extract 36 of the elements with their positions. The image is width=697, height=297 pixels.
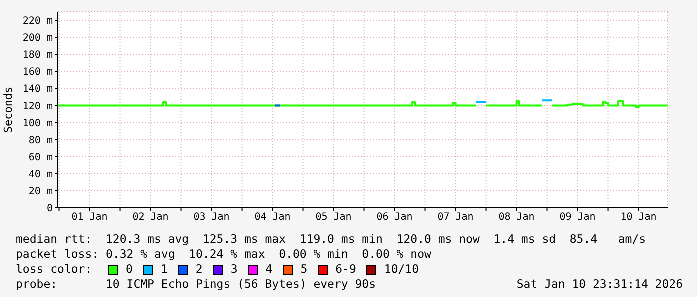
x-tick-label: 07 Jan xyxy=(438,212,474,224)
x-tick-label: 04 Jan xyxy=(254,212,291,224)
x-tick-label: 06 Jan xyxy=(376,212,413,224)
legend-title: loss color: xyxy=(16,262,94,277)
legend-label: 0 xyxy=(125,262,133,277)
y-tick-label: 20 m xyxy=(28,186,53,198)
y-tick-label: 0 xyxy=(46,204,53,215)
y-tick-label: 180 m xyxy=(22,50,53,62)
x-tick-label: 09 Jan xyxy=(560,212,596,224)
x-tick-label: 05 Jan xyxy=(316,212,352,224)
text: median rtt: 120.3 ms avg 125.3 ms max 119.0 ms min 120.0 ms now 1.4 ms sd 85.4 am/s xyxy=(16,232,648,247)
text: probe: 10 ICMP Echo Pings (56 Bytes) every 90s xyxy=(16,277,376,292)
y-tick-label: 80 m xyxy=(28,135,53,146)
x-tick-label: 10 Jan xyxy=(620,212,657,224)
text: packet loss: 0.32 % avg 10.24 % max 0.00 % min 0.00 % now xyxy=(16,247,432,262)
x-tick-label: 01 Jan xyxy=(72,212,108,224)
y-axis-title: Seconds xyxy=(2,86,15,134)
x-tick-label: 03 Jan xyxy=(194,212,230,224)
y-tick-label: 220 m xyxy=(22,16,53,28)
y-tick-label: 200 m xyxy=(22,33,53,44)
text: Sat Jan 10 23:31:14 2026 xyxy=(516,277,683,292)
legend-label: 5 xyxy=(300,262,308,277)
y-tick-label: 140 m xyxy=(22,84,53,96)
y-tick-label: 100 m xyxy=(22,118,53,130)
legend-label: 1 xyxy=(160,262,168,277)
y-tick-label: 60 m xyxy=(28,152,53,164)
y-tick-label: 160 m xyxy=(22,67,53,78)
legend-label: 6-9 xyxy=(334,262,356,277)
legend-label: 10/10 xyxy=(383,262,420,277)
x-tick-label: 02 Jan xyxy=(132,212,169,224)
y-tick-label: 40 m xyxy=(28,169,53,180)
legend-label: 2 xyxy=(194,262,203,277)
legend-label: 3 xyxy=(230,262,238,277)
legend-label: 4 xyxy=(264,262,273,277)
x-tick-label: 08 Jan xyxy=(498,212,535,224)
y-tick-label: 120 m xyxy=(22,101,53,112)
